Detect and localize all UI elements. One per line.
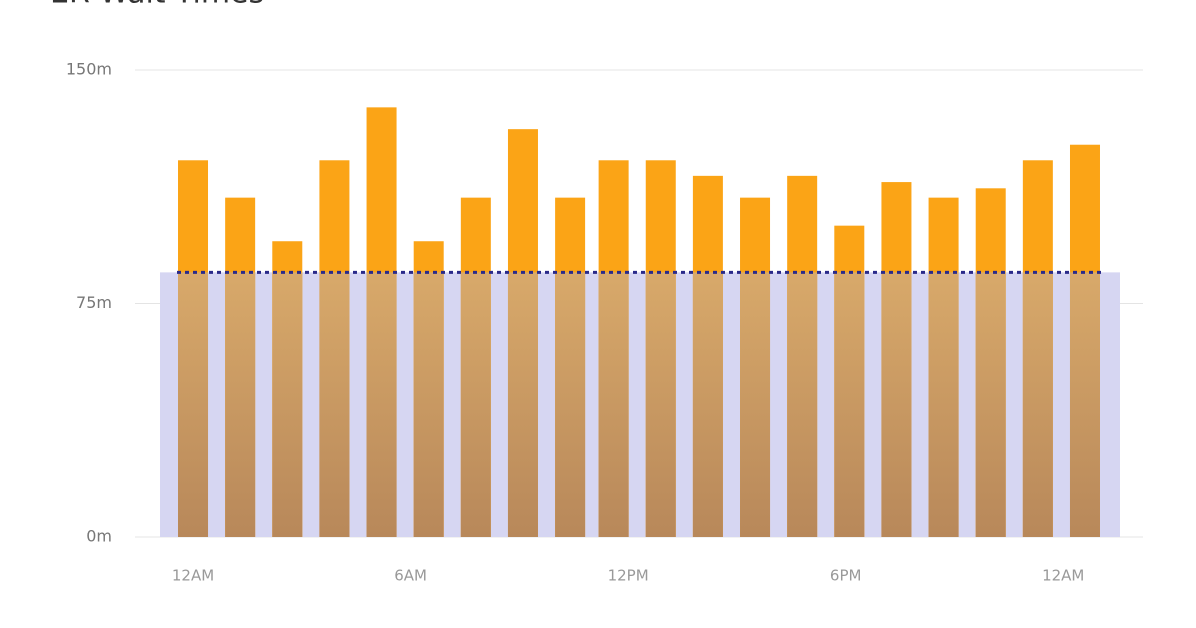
bar-shade [366,272,397,537]
bar-shade [225,272,256,537]
bar-shade [645,272,676,537]
bar-shade [787,272,818,537]
bar-shade [1022,272,1053,537]
bar-shade [692,272,723,537]
bar-shade [319,272,350,537]
bar-shade [975,272,1006,537]
y-tick-label: 0m [86,527,112,546]
x-tick-label: 12PM [608,567,649,585]
bar-shade [178,272,209,537]
bar-shade [272,272,303,537]
y-tick-label: 150m [66,60,112,79]
y-tick-label: 75m [76,293,112,312]
bar-shade [740,272,771,537]
bar-shade [834,272,865,537]
x-tick-label: 12AM [172,567,214,585]
bar-shade [881,272,912,537]
bar-shade [460,272,491,537]
x-tick-label: 12AM [1042,567,1084,585]
bar-shade [598,272,629,537]
bar-shade [1069,272,1100,537]
bar-shade [413,272,444,537]
chart-title: ER Wait Times [50,0,264,11]
bar-shade [555,272,586,537]
bar-shade [507,272,538,537]
bar-shade [928,272,959,537]
x-tick-label: 6AM [394,567,427,585]
x-tick-label: 6PM [830,567,862,585]
